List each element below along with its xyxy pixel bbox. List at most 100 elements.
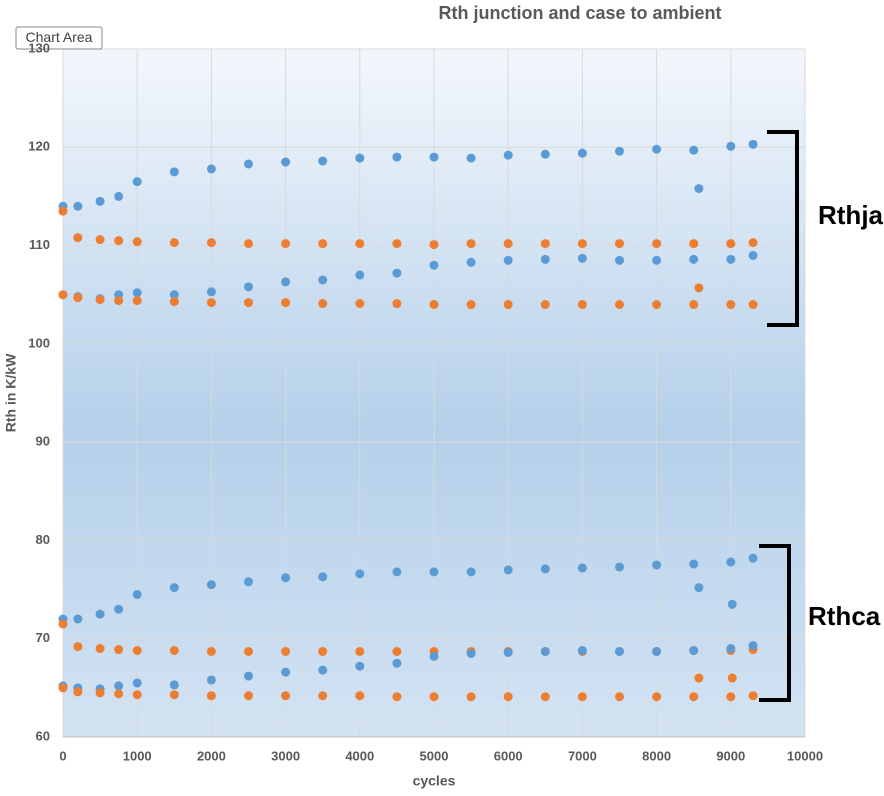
point	[114, 604, 124, 614]
point	[318, 275, 328, 285]
point	[206, 287, 216, 297]
point	[244, 671, 253, 681]
point	[726, 300, 736, 310]
point	[392, 658, 402, 668]
point	[615, 692, 624, 702]
point	[206, 646, 216, 656]
point	[206, 298, 216, 308]
x-tick-label: 1000	[123, 748, 152, 763]
point	[429, 692, 439, 702]
point	[355, 569, 365, 579]
point	[652, 692, 662, 702]
point	[466, 257, 476, 267]
point	[577, 646, 587, 656]
point	[281, 667, 291, 677]
y-tick-label: 80	[36, 532, 50, 547]
point	[281, 298, 291, 308]
point	[466, 300, 476, 310]
annotation: Rthja	[818, 200, 884, 230]
point	[689, 300, 699, 310]
point	[206, 164, 216, 174]
point	[726, 692, 736, 702]
point	[132, 690, 142, 700]
point	[748, 691, 758, 701]
point	[615, 239, 624, 249]
point	[503, 565, 513, 575]
point	[281, 239, 291, 249]
point	[95, 196, 105, 206]
point	[577, 300, 587, 310]
x-tick-label: 8000	[642, 748, 671, 763]
point	[169, 646, 179, 656]
point	[503, 150, 513, 160]
x-tick-label: 2000	[197, 748, 226, 763]
point	[114, 645, 124, 655]
point	[244, 646, 253, 656]
point	[748, 250, 758, 260]
point	[429, 651, 439, 661]
point	[392, 646, 402, 656]
point	[73, 687, 83, 697]
point	[466, 153, 476, 163]
point	[169, 238, 179, 248]
point	[114, 681, 124, 691]
point	[726, 644, 736, 654]
point	[689, 254, 699, 264]
point	[689, 239, 699, 249]
y-axis-label: Rth in K/kW	[3, 353, 19, 432]
point	[689, 692, 699, 702]
point	[615, 255, 624, 265]
point	[652, 144, 662, 154]
point	[429, 567, 439, 577]
point	[355, 646, 365, 656]
x-tick-label: 10000	[787, 748, 823, 763]
point	[281, 691, 291, 701]
point	[503, 692, 513, 702]
point	[244, 282, 253, 292]
point	[466, 567, 476, 577]
x-tick-label: 6000	[494, 748, 523, 763]
y-tick-label: 100	[28, 335, 50, 350]
point	[503, 255, 513, 265]
point	[114, 689, 124, 699]
point	[577, 253, 587, 263]
point	[281, 157, 291, 167]
point	[73, 233, 83, 243]
y-tick-label: 90	[36, 434, 50, 449]
point	[429, 152, 439, 162]
point	[355, 153, 365, 163]
point	[318, 299, 328, 309]
point	[169, 290, 179, 300]
point	[652, 255, 662, 265]
point	[281, 573, 291, 583]
point	[132, 646, 142, 656]
point	[58, 683, 68, 693]
point	[169, 297, 179, 307]
point	[694, 673, 704, 683]
point	[392, 268, 402, 278]
point	[206, 238, 216, 248]
point	[132, 288, 142, 298]
point	[318, 572, 328, 582]
y-tick-label: 60	[36, 728, 50, 743]
point	[95, 295, 105, 305]
point	[355, 299, 365, 309]
point	[281, 277, 291, 287]
point	[73, 293, 83, 303]
point	[318, 239, 328, 249]
point	[466, 239, 476, 249]
point	[615, 562, 624, 572]
x-tick-label: 7000	[568, 748, 597, 763]
point	[132, 237, 142, 247]
point	[206, 580, 216, 590]
point	[748, 641, 758, 651]
point	[95, 235, 105, 245]
point	[244, 298, 253, 308]
point	[58, 206, 68, 216]
point	[132, 589, 142, 599]
point	[73, 642, 83, 652]
point	[392, 239, 402, 249]
x-tick-label: 5000	[420, 748, 449, 763]
point	[114, 296, 124, 306]
